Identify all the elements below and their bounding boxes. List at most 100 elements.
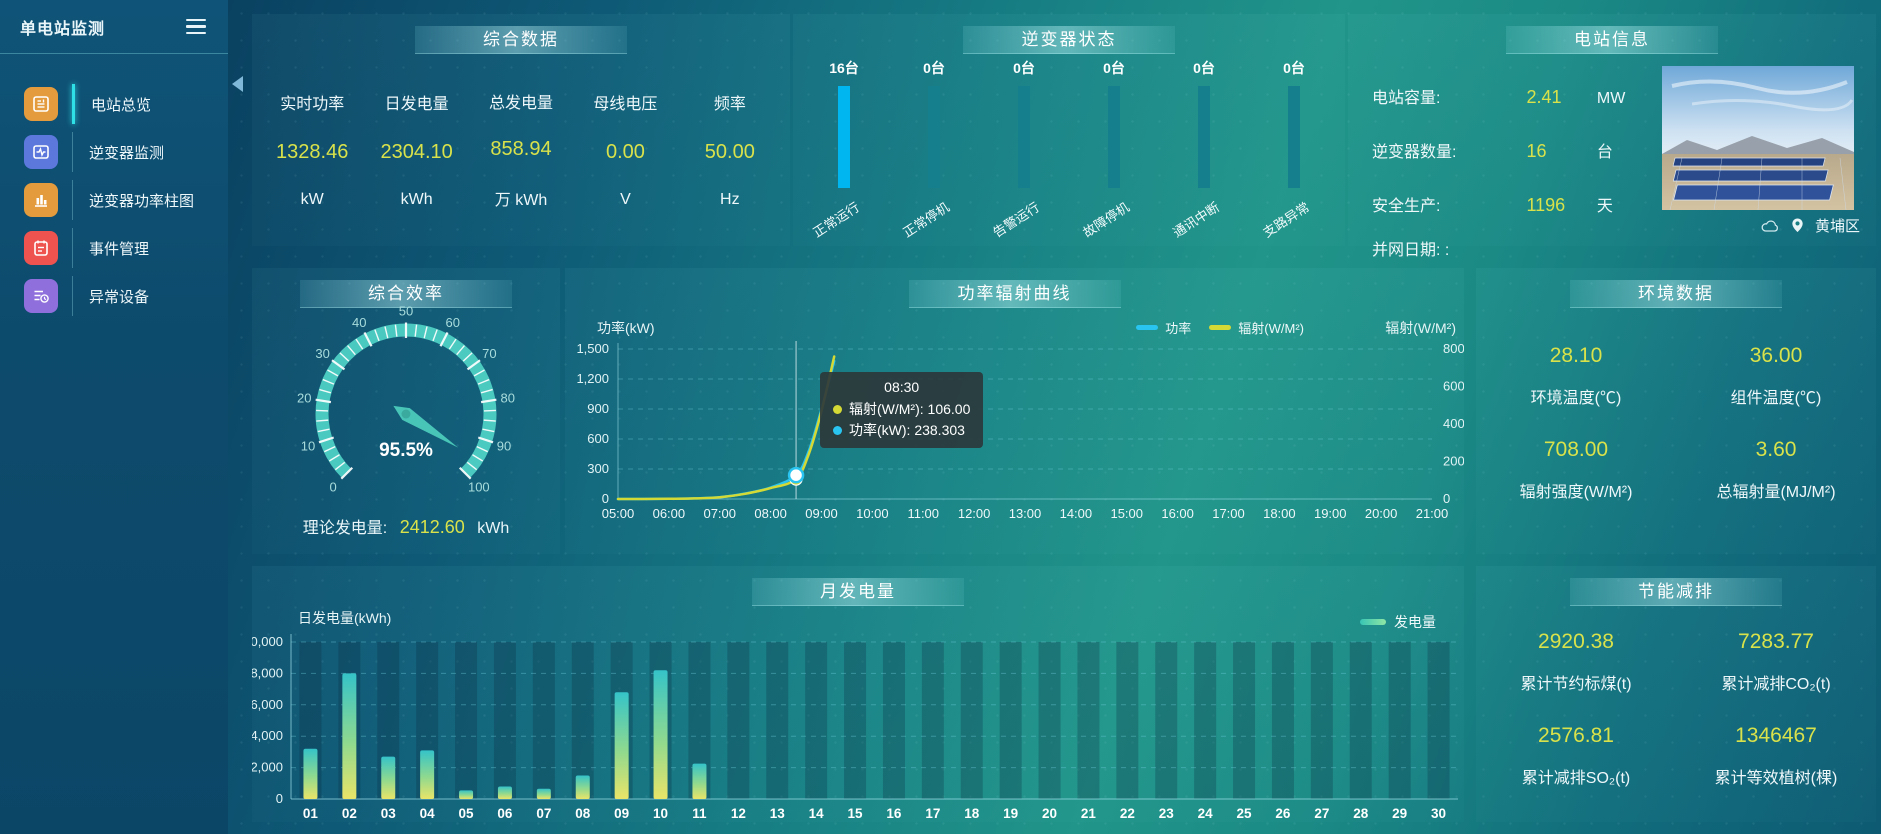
svg-text:600: 600	[587, 431, 609, 446]
inverter-monitor-icon	[24, 135, 58, 169]
svg-text:6,000: 6,000	[252, 697, 283, 712]
legend-generation-mark	[1360, 619, 1386, 625]
svg-text:14: 14	[809, 806, 825, 821]
inverter-status-normal-stop: 0台 正常停机	[889, 58, 979, 240]
metric-value: 2576.81	[1538, 724, 1614, 747]
radiation-dot	[833, 405, 842, 414]
legend-power[interactable]: 功率	[1136, 318, 1191, 337]
status-label: 正常停机	[900, 199, 953, 241]
legend-label: 功率	[1165, 321, 1192, 336]
svg-text:0: 0	[276, 791, 283, 806]
location-pin-icon[interactable]	[1790, 217, 1805, 234]
metric-ambient-temp: 28.10 环境温度(℃)	[1476, 344, 1676, 408]
svg-text:03: 03	[381, 806, 397, 821]
metric-frequency: 频率 50.00 Hz	[678, 68, 782, 236]
metric-label: 辐射强度(W/M²)	[1519, 484, 1633, 501]
station-photo	[1662, 66, 1854, 210]
svg-text:02: 02	[342, 806, 357, 821]
status-label: 告警运行	[990, 199, 1043, 241]
legend-radiation-mark	[1209, 325, 1232, 330]
sidebar-item-inverter-monitor[interactable]: 逆变器监测	[0, 128, 228, 176]
panel-title-monthly: 月发电量	[752, 578, 964, 606]
svg-text:19: 19	[1003, 806, 1018, 821]
inverter-status-comm-lost: 0台 通讯中断	[1159, 58, 1249, 240]
status-count: 0台	[1103, 60, 1125, 76]
metric-co2-reduced: 7283.77 累计减排CO₂(t)	[1676, 630, 1876, 694]
svg-text:16:00: 16:00	[1161, 506, 1194, 521]
metric-value: 2920.38	[1538, 630, 1614, 653]
svg-text:18:00: 18:00	[1263, 506, 1296, 521]
footer-unit: kWh	[477, 520, 510, 537]
status-count: 0台	[1013, 60, 1035, 76]
svg-text:400: 400	[1443, 416, 1464, 431]
legend-radiation[interactable]: 辐射(W/M²)	[1209, 318, 1304, 337]
svg-text:2,000: 2,000	[252, 760, 283, 775]
panel-summary: 综合数据 实时功率 1328.46 kW 日发电量 2304.10 kWh 总发…	[252, 14, 790, 246]
metric-value: 1346467	[1735, 724, 1817, 747]
main-content: 综合数据 实时功率 1328.46 kW 日发电量 2304.10 kWh 总发…	[228, 0, 1881, 834]
sidebar-item-abnormal-devices[interactable]: 异常设备	[0, 272, 228, 320]
svg-text:0: 0	[330, 479, 337, 494]
sidebar-item-label: 逆变器功率柱图	[89, 192, 195, 210]
tooltip-text: 辐射(W/M²): 106.00	[849, 401, 971, 417]
sidebar-item-station-overview[interactable]: 电站总览	[0, 80, 228, 128]
svg-text:80: 80	[500, 390, 514, 405]
svg-text:4,000: 4,000	[252, 728, 283, 743]
status-count: 0台	[1283, 60, 1305, 76]
svg-text:30: 30	[315, 346, 329, 361]
sidebar-item-inverter-power-bars[interactable]: 逆变器功率柱图	[0, 176, 228, 224]
svg-text:26: 26	[1275, 806, 1291, 821]
svg-text:100: 100	[468, 479, 490, 494]
sidebar-menu: 电站总览 逆变器监测 逆变器功率柱图 事	[0, 80, 228, 320]
metric-unit: kWh	[400, 190, 433, 208]
inverter-status-bars[interactable]: 16台 正常运行 0台 正常停机 0台 告警运行 0台 故障停机	[799, 58, 1339, 240]
metric-trees-equivalent: 1346467 累计等效植树(棵)	[1676, 724, 1876, 788]
monthly-bar-chart[interactable]: 0 2,000 4,000 6,000 8,000 10,000 01 02 03 04 05 06 0…	[252, 566, 1464, 822]
row-value: 2.41	[1526, 87, 1562, 107]
svg-text:1,500: 1,500	[576, 341, 609, 356]
status-label: 通讯中断	[1170, 199, 1223, 241]
sidebar-item-label: 电站总览	[91, 96, 152, 114]
row-label: 逆变器数量:	[1372, 144, 1457, 161]
efficiency-gauge[interactable]: 0 10 20 30 40 50 60 70 80 90 100 95.5%	[256, 302, 556, 514]
app-title: 单电站监测	[20, 20, 106, 38]
menu-toggle-icon[interactable]	[186, 15, 206, 39]
row-unit: 天	[1596, 198, 1613, 215]
metric-module-temp: 36.00 组件温度(℃)	[1676, 344, 1876, 408]
sidebar-collapse-arrow[interactable]	[232, 76, 243, 92]
metric-so2-reduced: 2576.81 累计减排SO₂(t)	[1476, 724, 1676, 788]
status-bar	[1198, 86, 1210, 188]
row-unit: 台	[1596, 144, 1613, 161]
svg-text:22: 22	[1120, 806, 1135, 821]
panel-environment: 环境数据 28.10 环境温度(℃) 36.00 组件温度(℃) 708.00 辐射强…	[1476, 268, 1876, 554]
status-label: 支路异常	[1260, 199, 1313, 241]
svg-text:20:00: 20:00	[1365, 506, 1398, 521]
sidebar-item-event-management[interactable]: 事件管理	[0, 224, 228, 272]
svg-text:21:00: 21:00	[1416, 506, 1449, 521]
svg-text:15:00: 15:00	[1110, 506, 1143, 521]
inverter-status-alarm-running: 0台 告警运行	[979, 58, 1069, 240]
row-label: 电站容量:	[1372, 90, 1441, 107]
svg-text:10: 10	[653, 806, 668, 821]
svg-text:40: 40	[352, 315, 366, 330]
svg-text:16: 16	[886, 806, 902, 821]
metric-label: 环境温度(℃)	[1530, 390, 1622, 407]
svg-text:05:00: 05:00	[602, 506, 635, 521]
row-label: 安全生产:	[1372, 198, 1441, 215]
svg-text:07:00: 07:00	[703, 506, 736, 521]
svg-text:8,000: 8,000	[252, 665, 283, 680]
sidebar-item-label: 逆变器监测	[89, 144, 165, 162]
metric-total-radiation: 3.60 总辐射量(MJ/M²)	[1676, 438, 1876, 502]
metric-label: 母线电压	[593, 95, 658, 113]
svg-text:0: 0	[1443, 491, 1450, 506]
panel-title-energy-saving: 节能减排	[1570, 578, 1782, 606]
svg-text:21: 21	[1081, 806, 1097, 821]
status-bar	[1108, 86, 1120, 188]
svg-text:20: 20	[297, 390, 311, 405]
status-count: 0台	[923, 60, 945, 76]
power-radiation-chart[interactable]: 0 300 600 900 1,200 1,500 0 200 400 600 800 05:00 06…	[565, 268, 1464, 554]
metric-label: 累计等效植树(棵)	[1714, 770, 1838, 787]
metric-radiation-intensity: 708.00 辐射强度(W/M²)	[1476, 438, 1676, 502]
svg-text:200: 200	[1443, 454, 1464, 469]
monthly-legend[interactable]: 发电量	[1360, 612, 1436, 632]
